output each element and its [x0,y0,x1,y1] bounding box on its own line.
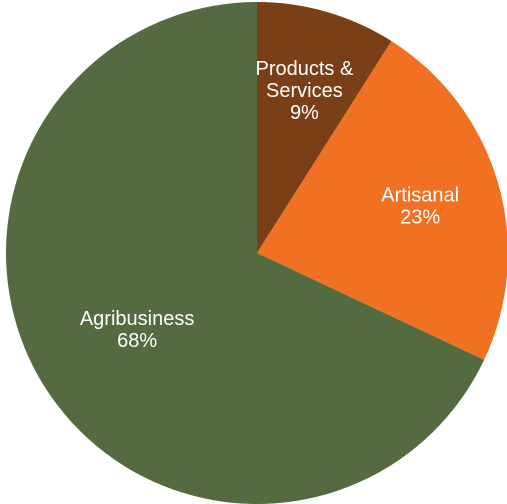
slice-label-artisanal: Artisanal 23% [381,185,459,229]
pie-slices [5,1,507,504]
slice-name-products-services: Products & [255,58,353,80]
slice-value-agribusiness: 68% [117,330,157,352]
slice-name-agribusiness: Agribusiness [80,308,195,330]
pie-slice-products-services [257,1,392,253]
slice-value-products-services: 9% [290,102,319,124]
slice-name-products-services: Services [266,80,343,102]
pie-slice-agribusiness [5,2,485,504]
slice-label-products-services: Products & Services 9% [255,58,353,124]
slice-name-artisanal: Artisanal [381,185,459,207]
slice-labels: Products & Services 9% Artisanal 23% Agribusi… [80,58,459,352]
pie-slice-artisanal [257,41,507,360]
slice-label-agribusiness: Agribusiness 68% [80,308,195,352]
slice-value-artisanal: 23% [400,207,440,229]
